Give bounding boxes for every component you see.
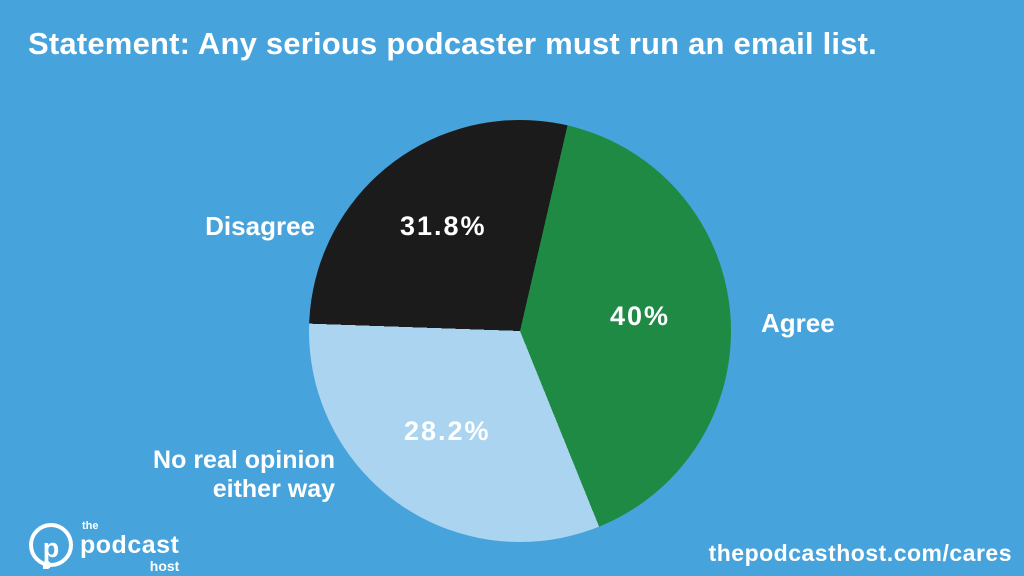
chart-title: Statement: Any serious podcaster must ru… [28,26,877,61]
logo-text-the: the [82,520,99,532]
logo-text-podcast: podcast [80,531,180,559]
podcast-logo-icon: p [28,521,74,569]
podcast-logo-ring: p [29,523,73,567]
podcast-logo-tail [43,561,51,569]
podcast-logo-letter: p [42,532,60,563]
pie-value-no-opinion: 28.2% [404,416,491,446]
pie-value-disagree: 31.8% [400,211,487,241]
logo-text-host: host [149,558,180,574]
pie-label-disagree: Disagree [205,211,315,241]
pie-label-agree: Agree [761,308,835,338]
pie-chart [309,120,731,542]
footer-url: thepodcasthost.com/cares [708,540,1012,566]
podcast-logo-text: the podcast host [80,520,180,574]
pie-label-no-opinion: No real opinion either way [153,446,335,503]
pie-value-agree: 40% [610,301,671,331]
podcast-host-logo: p the podcast host [28,521,179,573]
